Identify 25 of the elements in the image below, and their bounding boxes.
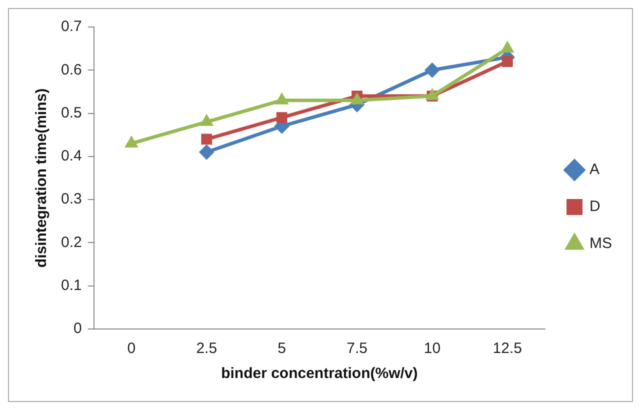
x-tick-label: 10 (424, 340, 441, 358)
x-tick-label: 0 (127, 340, 136, 358)
point (424, 62, 440, 78)
point (502, 56, 513, 67)
y-axis-title: disintegration time(mins) (33, 88, 50, 268)
x-axis-title: binder concentration(%w/v) (221, 365, 418, 382)
y-tick-label: 0.6 (60, 61, 82, 78)
point (199, 144, 214, 160)
x-tick-label: 7.5 (346, 340, 368, 358)
y-tick-label: 0.2 (60, 234, 82, 251)
x-tick-label: 2.5 (196, 340, 218, 358)
legend-label: MS (590, 235, 612, 252)
y-tick-label: 0 (74, 320, 82, 338)
y-tick-label: 0.3 (60, 190, 82, 208)
y-tick-label: 0.1 (60, 277, 82, 294)
point (201, 134, 212, 145)
y-tick-label: 0.7 (60, 18, 82, 36)
point (500, 41, 514, 53)
x-tick-label: 12.5 (492, 340, 522, 358)
legend-label: A (590, 161, 600, 178)
legend-label: D (590, 198, 600, 216)
y-tick-label: 0.5 (60, 104, 82, 122)
x-tick-label: 5 (278, 340, 286, 358)
y-tick-label: 0.4 (60, 148, 82, 165)
point (276, 112, 288, 124)
